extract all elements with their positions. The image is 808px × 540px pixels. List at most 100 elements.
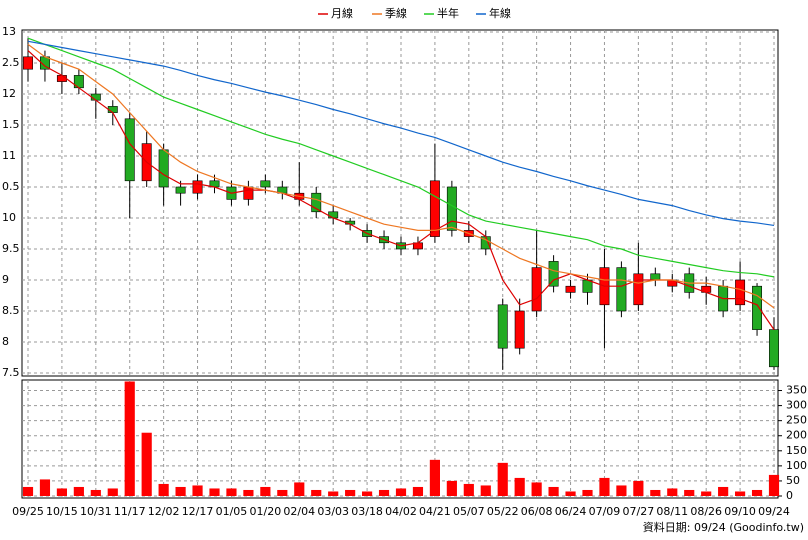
- candle-body: [616, 267, 627, 312]
- x-tick-label: 03/03: [317, 505, 349, 518]
- x-tick-label: 12/02: [148, 505, 180, 518]
- volume-bar: [446, 480, 457, 496]
- candle-body: [650, 273, 661, 281]
- candle-body: [582, 279, 593, 293]
- x-tick-label: 07/09: [589, 505, 621, 518]
- x-tick-label: 01/05: [216, 505, 248, 518]
- x-tick-label: 05/07: [453, 505, 485, 518]
- volume-bar: [141, 432, 152, 496]
- y-tick-label: 12: [2, 87, 16, 100]
- volume-bar: [192, 485, 203, 496]
- volume-tick-label: 0: [786, 489, 793, 502]
- volume-bar: [362, 491, 373, 496]
- volume-bar: [243, 489, 254, 496]
- x-tick-label: 09/25: [12, 505, 44, 518]
- volume-bar: [667, 488, 678, 496]
- volume-tick-label: 200: [786, 429, 807, 442]
- volume-bar: [90, 489, 101, 496]
- candle-body: [531, 267, 542, 312]
- volume-bar: [158, 483, 169, 496]
- x-tick-label: 04/21: [419, 505, 451, 518]
- volume-bar: [514, 477, 525, 496]
- candle-body: [429, 180, 440, 237]
- x-tick-label: 10/15: [46, 505, 78, 518]
- candle-body: [514, 310, 525, 349]
- volume-bar: [616, 485, 627, 496]
- candle-body: [23, 56, 33, 70]
- candle-body: [565, 285, 576, 293]
- volume-bar: [718, 486, 729, 496]
- candle-body: [158, 149, 169, 188]
- volume-bar: [497, 462, 508, 496]
- candle-body: [769, 329, 779, 368]
- volume-bar: [39, 479, 51, 496]
- x-tick-label: 06/08: [521, 505, 553, 518]
- y-tick-label: 9.5: [2, 242, 20, 255]
- x-tick-label: 08/26: [690, 505, 722, 518]
- y-tick-label: 10: [2, 211, 16, 224]
- candle-body: [735, 279, 746, 306]
- candle-body: [328, 211, 339, 219]
- volume-bar: [429, 459, 440, 496]
- volume-bar: [768, 474, 780, 496]
- candle-body: [175, 186, 186, 194]
- volume-bar: [633, 480, 644, 496]
- candle-body: [633, 273, 644, 306]
- candle-body: [260, 180, 271, 188]
- volume-bar: [463, 483, 474, 496]
- candle-body: [311, 192, 322, 213]
- y-tick-label: 1.5: [2, 118, 20, 131]
- volume-bar: [56, 488, 67, 496]
- volume-tick-label: 150: [786, 444, 807, 457]
- volume-bar: [294, 482, 305, 496]
- x-tick-label: 10/31: [80, 505, 112, 518]
- volume-bar: [311, 489, 322, 496]
- candle-body: [192, 180, 203, 194]
- y-tick-label: 0.5: [2, 180, 20, 193]
- volume-bar: [599, 477, 610, 496]
- volume-bar: [412, 486, 424, 496]
- x-tick-label: 12/17: [182, 505, 214, 518]
- volume-bar: [73, 486, 84, 496]
- volume-bar: [175, 486, 186, 496]
- y-tick-label: 2.5: [2, 56, 20, 69]
- x-tick-label: 03/18: [351, 505, 383, 518]
- volume-bar: [582, 489, 593, 496]
- x-tick-label: 08/11: [656, 505, 688, 518]
- candle-body: [124, 118, 135, 182]
- candle-body: [243, 186, 254, 200]
- ma-line: [27, 40, 775, 227]
- ma-line: [27, 43, 775, 309]
- volume-bar: [480, 485, 491, 496]
- volume-tick-label: 350: [786, 384, 807, 397]
- volume-tick-label: 50: [786, 474, 800, 487]
- volume-bar: [548, 486, 559, 496]
- candle-body: [497, 304, 508, 349]
- x-tick-label: 09/24: [758, 505, 790, 518]
- volume-bar: [209, 488, 220, 496]
- y-tick-label: 9: [2, 273, 9, 286]
- volume-tick-label: 300: [786, 399, 807, 412]
- x-tick-label: 02/04: [283, 505, 315, 518]
- volume-bar: [277, 489, 288, 496]
- volume-bar: [226, 488, 237, 496]
- x-tick-label: 06/24: [555, 505, 587, 518]
- legend-label: 半年: [437, 6, 459, 20]
- legend-label: 年線: [489, 6, 511, 20]
- x-tick-label: 05/22: [487, 505, 519, 518]
- volume-bar: [701, 491, 712, 496]
- volume-bar: [22, 486, 34, 496]
- volume-bar: [751, 489, 763, 496]
- volume-bar: [565, 491, 576, 496]
- x-tick-label: 01/20: [250, 505, 282, 518]
- footer: 資料日期: 09/24 (Goodinfo.tw): [643, 520, 804, 534]
- legend-label: 月線: [331, 6, 353, 20]
- legend-label: 季線: [385, 6, 407, 20]
- volume-bar: [684, 489, 695, 496]
- y-tick-label: 8.5: [2, 304, 20, 317]
- volume-bar: [328, 491, 339, 496]
- volume-tick-label: 100: [786, 459, 807, 472]
- volume-bar: [735, 491, 746, 496]
- volume-bar: [260, 486, 271, 496]
- volume-tick-label: 250: [786, 414, 807, 427]
